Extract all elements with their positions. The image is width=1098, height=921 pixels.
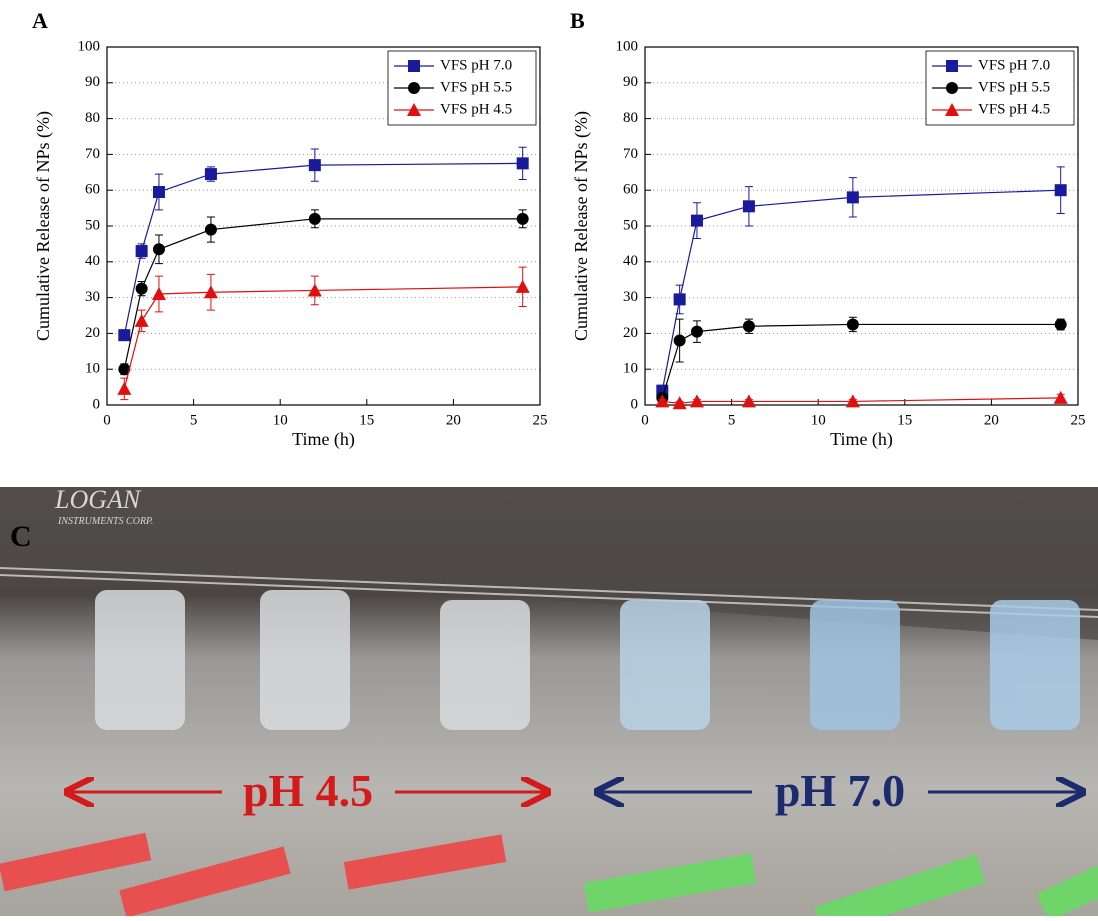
data-point	[517, 157, 529, 169]
figure: LOGAN INSTRUMENTS CORP. C pH 4.5 pH 7.0 …	[0, 0, 1098, 916]
ph-label: pH 4.5	[243, 765, 373, 816]
data-point	[847, 191, 859, 203]
data-point	[309, 213, 321, 225]
y-tick-label: 20	[623, 325, 638, 341]
legend-label: VFS pH 7.0	[440, 57, 512, 73]
y-tick-label: 0	[631, 396, 639, 412]
y-tick-label: 90	[623, 74, 638, 90]
brand-sub: INSTRUMENTS CORP.	[57, 516, 153, 527]
x-tick-label: 0	[103, 412, 111, 428]
data-point	[847, 318, 859, 330]
series-line	[662, 398, 1060, 403]
x-tick-label: 25	[533, 412, 548, 428]
data-point	[691, 215, 703, 227]
x-tick-label: 10	[273, 412, 288, 428]
cell	[260, 590, 350, 730]
legend-marker	[946, 82, 958, 94]
legend-label: VFS pH 4.5	[978, 101, 1050, 117]
y-tick-label: 60	[623, 182, 638, 198]
x-tick-label: 15	[897, 412, 912, 428]
y-tick-label: 40	[623, 253, 638, 269]
x-axis-label: Time (h)	[292, 429, 355, 450]
data-point	[153, 186, 165, 198]
y-tick-label: 60	[85, 182, 100, 198]
y-tick-label: 20	[85, 325, 100, 341]
y-tick-label: 90	[85, 74, 100, 90]
y-tick-label: 70	[623, 146, 638, 162]
data-point	[743, 320, 755, 332]
brand: LOGAN	[54, 485, 142, 514]
y-tick-label: 10	[623, 361, 638, 377]
data-point	[117, 382, 131, 395]
y-axis-label: Cumulative Release of NPs (%)	[571, 111, 592, 341]
panel-label: C	[10, 520, 32, 553]
legend-label: VFS pH 5.5	[440, 79, 512, 95]
y-tick-label: 30	[85, 289, 100, 305]
legend-label: VFS pH 4.5	[440, 101, 512, 117]
series-line	[662, 190, 1060, 390]
data-point	[118, 329, 130, 341]
legend-marker	[408, 82, 420, 94]
x-tick-label: 5	[190, 412, 198, 428]
x-tick-label: 0	[641, 412, 649, 428]
x-tick-label: 20	[984, 412, 999, 428]
panel-label: A	[32, 8, 48, 33]
data-point	[136, 245, 148, 257]
x-tick-label: 25	[1071, 412, 1086, 428]
panel-label: B	[570, 8, 585, 33]
cell	[95, 590, 185, 730]
y-tick-label: 30	[623, 289, 638, 305]
legend-marker	[946, 60, 958, 72]
x-tick-label: 10	[811, 412, 826, 428]
y-tick-label: 100	[78, 38, 101, 54]
x-axis-label: Time (h)	[830, 429, 893, 450]
y-tick-label: 80	[85, 110, 100, 126]
data-point	[205, 224, 217, 236]
y-tick-label: 40	[85, 253, 100, 269]
legend-label: VFS pH 7.0	[978, 57, 1050, 73]
cell	[990, 600, 1080, 730]
data-point	[135, 314, 149, 327]
data-point	[1055, 318, 1067, 330]
y-tick-label: 100	[616, 38, 639, 54]
series-line	[124, 163, 522, 335]
data-point	[153, 243, 165, 255]
y-tick-label: 10	[85, 361, 100, 377]
y-tick-label: 80	[623, 110, 638, 126]
y-tick-label: 0	[93, 396, 101, 412]
photo: LOGAN INSTRUMENTS CORP. C pH 4.5 pH 7.0	[0, 485, 1098, 916]
x-tick-label: 15	[359, 412, 374, 428]
data-point	[205, 168, 217, 180]
series-line	[124, 219, 522, 369]
x-tick-label: 20	[446, 412, 461, 428]
data-point	[1055, 184, 1067, 196]
data-point	[674, 335, 686, 347]
y-tick-label: 50	[623, 217, 638, 233]
y-tick-label: 70	[85, 146, 100, 162]
cell	[440, 600, 530, 730]
legend-marker	[408, 60, 420, 72]
cell	[810, 600, 900, 730]
y-tick-label: 50	[85, 217, 100, 233]
data-point	[691, 326, 703, 338]
data-point	[517, 213, 529, 225]
x-tick-label: 5	[728, 412, 736, 428]
cell	[620, 600, 710, 730]
data-point	[674, 293, 686, 305]
y-axis-label: Cumulative Release of NPs (%)	[33, 111, 54, 341]
data-point	[743, 200, 755, 212]
ph-label: pH 7.0	[775, 765, 905, 816]
legend-label: VFS pH 5.5	[978, 79, 1050, 95]
data-point	[309, 159, 321, 171]
data-point	[136, 283, 148, 295]
series-line	[124, 287, 522, 389]
series-line	[662, 324, 1060, 397]
